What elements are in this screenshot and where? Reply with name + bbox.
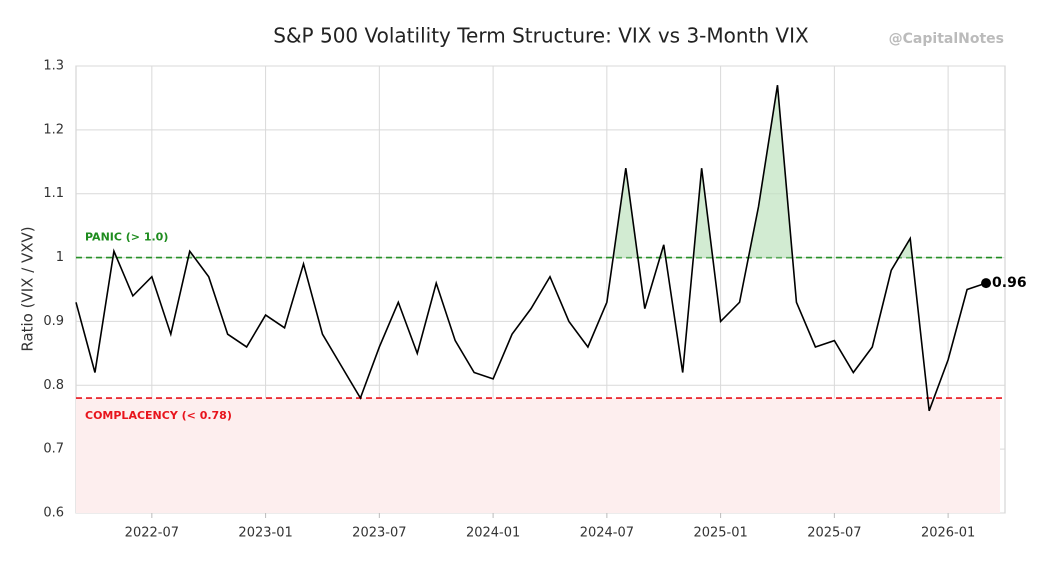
panic-shading	[76, 85, 987, 258]
last-point	[981, 278, 992, 289]
y-tick-label: 0.8	[43, 378, 64, 393]
chart-title: S&P 500 Volatility Term Structure: VIX v…	[273, 24, 809, 48]
y-tick-label: 1	[56, 250, 64, 265]
y-tick-label: 0.9	[43, 314, 64, 329]
series-line	[75, 85, 987, 412]
x-tick-label: 2023-01	[238, 526, 292, 541]
x-tick-label: 2023-07	[352, 526, 406, 541]
x-tick-label: 2024-07	[580, 526, 634, 541]
complacency-zone	[76, 398, 1000, 513]
x-tick-label: 2025-07	[807, 526, 861, 541]
threshold-label: PANIC (> 1.0)	[85, 231, 168, 244]
x-tick-label: 2022-07	[125, 526, 179, 541]
x-tick-label: 2026-01	[921, 526, 975, 541]
y-tick-label: 1.3	[43, 59, 64, 74]
y-tick-label: 1.2	[43, 122, 64, 137]
y-tick-label: 0.7	[43, 442, 64, 457]
last-value-label: 0.96	[992, 275, 1027, 291]
x-tick-label: 2025-01	[693, 526, 747, 541]
x-tick-label: 2024-01	[466, 526, 520, 541]
watermark: @CapitalNotes	[889, 31, 1004, 47]
threshold-label: COMPLACENCY (< 0.78)	[85, 409, 232, 422]
y-tick-label: 0.6	[43, 506, 64, 521]
y-tick-label: 1.1	[43, 186, 64, 201]
y-axis-label: Ratio (VIX / VXV)	[19, 226, 37, 351]
